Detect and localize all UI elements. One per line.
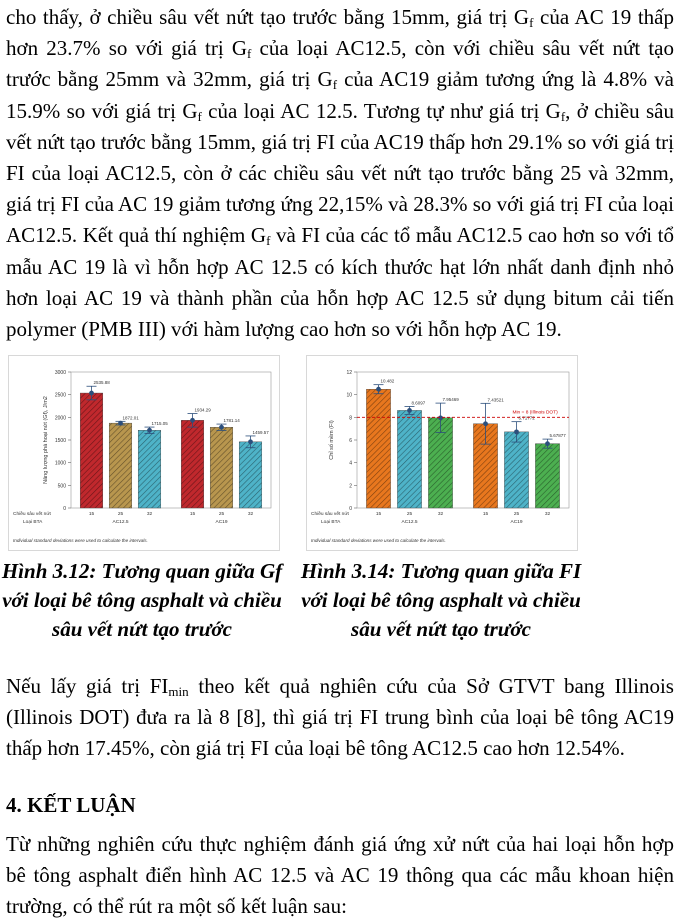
x-tick-label: 32 — [147, 511, 153, 517]
group-label: AC19 — [216, 519, 228, 525]
bar — [504, 431, 529, 509]
bar — [180, 420, 205, 509]
data-label: 8.6097 — [412, 400, 426, 405]
y-tick-label: 2 — [349, 483, 352, 489]
x-tick-label: 15 — [376, 511, 382, 517]
fi-bar-chart: 0 2 4 6 8 10 12 Chỉ số mềm (FI) 10.482 15 8.6097 25… — [311, 370, 570, 543]
x-row-label: Chiều sâu vết nứt — [311, 511, 350, 517]
x-tick-label: 32 — [438, 511, 444, 517]
mean-point — [118, 420, 123, 426]
bar — [79, 392, 104, 509]
plot-area — [70, 371, 272, 509]
data-label: 1934.29 — [195, 408, 212, 413]
mean-point — [190, 417, 195, 423]
figure-caption-fi: Hình 3.14: Tương quan giữa FI với loại b… — [300, 559, 582, 641]
figure-caption-gf: Hình 3.12: Tương quan giữa Gf với loại b… — [1, 559, 283, 641]
x-tick-label: 15 — [190, 511, 196, 517]
bar — [209, 427, 234, 509]
mean-point — [376, 386, 381, 392]
data-label: 1872.01 — [123, 415, 140, 420]
y-tick-label: 500 — [58, 483, 67, 489]
y-tick-label: 0 — [349, 506, 352, 512]
plot-area — [356, 371, 570, 509]
y-tick-label: 8 — [349, 415, 352, 421]
y-tick-label: 3000 — [55, 370, 66, 376]
reference-label: Min = 8 (Illinois DOT) — [513, 409, 559, 415]
bar — [535, 443, 560, 509]
x-row-label: Loại BTA — [321, 519, 341, 525]
mean-point — [438, 415, 443, 421]
y-tick-label: 10 — [346, 393, 352, 399]
bar — [108, 422, 133, 509]
mean-point — [248, 439, 253, 445]
chart-note: Individual standard deviations were used… — [13, 538, 148, 543]
y-axis-label: Năng lượng phá hoại nứt (Gf), J/m2 — [43, 396, 49, 484]
mean-point — [514, 429, 519, 435]
mean-point — [89, 390, 94, 396]
group-label: AC12.5 — [113, 519, 129, 525]
section-heading-conclusion: 4. KẾT LUẬN — [6, 793, 136, 817]
y-tick-label: 2500 — [55, 393, 66, 399]
chart-note: Individual standard deviations were used… — [311, 538, 446, 543]
bar — [366, 389, 391, 509]
x-tick-label: 15 — [89, 511, 95, 517]
x-row-label: Chiều sâu vết nứt — [13, 511, 52, 517]
bar — [238, 441, 263, 509]
paragraph-results: cho thấy, ở chiều sâu vết nứt tạo trước … — [6, 5, 675, 342]
x-tick-label: 15 — [483, 511, 489, 517]
x-tick-label: 25 — [407, 511, 413, 517]
mean-point — [407, 408, 412, 413]
y-axis-label: Chỉ số mềm (FI) — [328, 420, 335, 460]
data-label: 7.43521 — [488, 397, 505, 402]
group-label: AC12.5 — [402, 519, 418, 525]
gf-bar-chart: 0 500 1000 1500 2000 2500 3000 Năng lượng phá h… — [13, 370, 272, 543]
y-tick-label: 1000 — [55, 461, 66, 467]
figure-gf-chart: 0 500 1000 1500 2000 2500 3000 Năng lượng phá h… — [8, 355, 280, 551]
data-label: 1781.14 — [224, 418, 241, 423]
paragraph-fi-min: Nếu lấy giá trị FImin theo kết quả nghiê… — [6, 674, 674, 761]
data-label: 10.482 — [381, 379, 395, 384]
x-tick-label: 25 — [118, 511, 124, 517]
x-tick-label: 32 — [545, 511, 551, 517]
x-tick-label: 32 — [248, 511, 254, 517]
data-label: 2535.88 — [94, 380, 111, 385]
mean-point — [147, 427, 152, 433]
x-tick-label: 25 — [219, 511, 225, 517]
mean-point — [545, 441, 550, 447]
data-label: 1715.05 — [152, 421, 169, 426]
y-tick-label: 12 — [346, 370, 352, 376]
y-tick-label: 4 — [349, 461, 352, 467]
data-label: 1459.57 — [253, 430, 270, 435]
y-tick-label: 1500 — [55, 438, 66, 444]
y-tick-label: 0 — [63, 506, 66, 512]
data-label: 5.67877 — [550, 433, 567, 438]
x-tick-label: 25 — [514, 511, 520, 517]
y-tick-label: 2000 — [55, 415, 66, 421]
data-label: 7.95469 — [443, 397, 460, 402]
group-label: AC19 — [511, 519, 523, 525]
data-label: 6.71772 — [519, 416, 536, 421]
bar — [397, 410, 422, 509]
y-tick-label: 6 — [349, 438, 352, 444]
mean-point — [483, 421, 488, 427]
mean-point — [219, 424, 224, 430]
bar — [137, 430, 162, 509]
x-row-label: Loại BTA — [23, 519, 43, 525]
figure-fi-chart: 0 2 4 6 8 10 12 Chỉ số mềm (FI) 10.482 15 8.6097 25… — [306, 355, 578, 551]
paragraph-conclusion: Từ những nghiên cứu thực nghiệm đánh giá… — [6, 832, 674, 919]
